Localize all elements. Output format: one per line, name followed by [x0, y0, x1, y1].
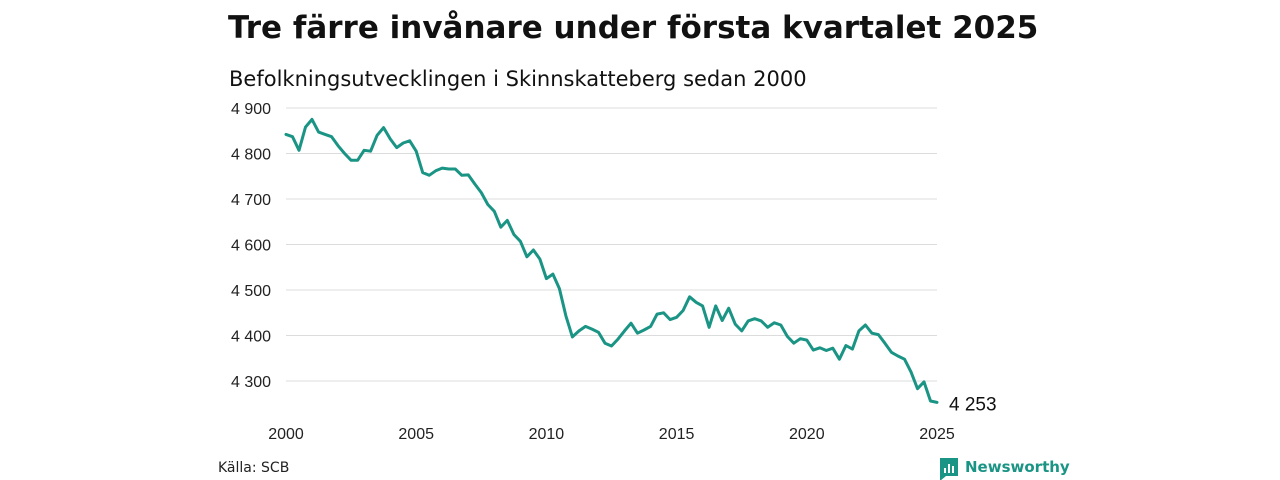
series-line: [284, 117, 939, 404]
x-tick-label: 2020: [789, 426, 825, 443]
y-tick-label: 4 500: [231, 283, 271, 300]
y-tick-label: 4 700: [231, 192, 271, 209]
gridlines: [286, 107, 937, 382]
x-tick-label: 2005: [398, 426, 434, 443]
source-note: Källa: SCB: [218, 460, 289, 476]
x-tick-label: 2010: [529, 426, 565, 443]
y-tick-label: 4 400: [231, 329, 271, 346]
y-tick-label: 4 800: [231, 147, 271, 164]
end-value-label: 4 253: [949, 394, 997, 415]
chart-title: Tre färre invånare under första kvartale…: [228, 10, 1038, 46]
y-tick-label: 4 600: [231, 238, 271, 255]
x-axis: 2000 2005 2010 2015 2020 2025: [268, 426, 955, 443]
y-axis: 4 900 4 800 4 700 4 600 4 500 4 400 4 300: [231, 101, 271, 391]
newsworthy-logo: Newsworthy: [940, 458, 1070, 480]
chart-icon: [940, 458, 958, 480]
brand-name: Newsworthy: [965, 458, 1070, 476]
y-tick-label: 4 300: [231, 374, 271, 391]
x-tick-label: 2025: [919, 426, 955, 443]
y-tick-label: 4 900: [231, 101, 271, 118]
x-tick-label: 2015: [659, 426, 695, 443]
chart-subtitle: Befolkningsutvecklingen i Skinnskatteber…: [229, 67, 807, 91]
x-tick-label: 2000: [268, 426, 304, 443]
